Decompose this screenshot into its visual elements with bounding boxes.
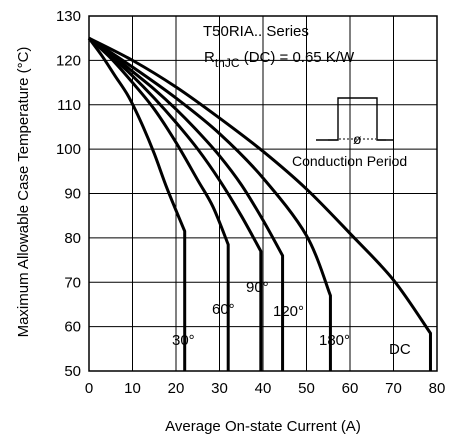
rth-prefix: R [204, 49, 215, 66]
x-tick-label: 0 [85, 380, 93, 397]
y-tick-label: 60 [64, 319, 81, 336]
label-180deg: 180° [319, 332, 350, 349]
series-line-dc [88, 36, 432, 371]
series-line-120deg [88, 36, 285, 371]
x-axis-label: Average On-state Current (A) [165, 418, 361, 435]
label-60deg: 60° [212, 301, 235, 318]
thermal-resistance-note: RthJC (DC) = 0.65 K/W [204, 49, 355, 70]
y-tick-label: 80 [64, 230, 81, 247]
series-line-180deg [88, 36, 332, 371]
conduction-period-label: Conduction Period [292, 153, 407, 169]
x-tick-label: 50 [298, 380, 315, 397]
rth-subscript: thJC [215, 56, 240, 70]
y-tick-label: 100 [56, 141, 81, 158]
y-axis-label: Maximum Allowable Case Temperature (°C) [15, 47, 32, 338]
curve-labels: 30° 60° 90° 120° 180° DC [172, 279, 411, 358]
conduction-period-inset: ø Conduction Period [292, 97, 407, 169]
series-line-90deg [88, 37, 263, 371]
y-tick-label: 120 [56, 52, 81, 69]
grid [89, 16, 437, 371]
y-tick-labels: 50 60 70 80 90 100 110 120 130 [56, 8, 81, 380]
y-tick-label: 50 [64, 363, 81, 380]
x-tick-label: 60 [342, 380, 359, 397]
plot-frame [88, 15, 438, 372]
series-line-30deg [87, 37, 187, 371]
y-tick-label: 130 [56, 8, 81, 25]
x-tick-label: 40 [255, 380, 272, 397]
y-tick-label: 110 [57, 97, 81, 114]
label-120deg: 120° [273, 303, 304, 320]
label-dc: DC [389, 341, 411, 358]
label-90deg: 90° [246, 279, 269, 296]
x-tick-labels: 0 10 20 30 40 50 60 70 80 [85, 380, 446, 397]
x-tick-label: 20 [168, 380, 185, 397]
x-tick-label: 10 [124, 380, 141, 397]
label-30deg: 30° [172, 332, 195, 349]
y-tick-label: 70 [64, 274, 81, 291]
x-tick-label: 70 [385, 380, 402, 397]
x-tick-label: 80 [429, 380, 446, 397]
y-tick-label: 90 [64, 186, 81, 203]
phi-symbol: ø [353, 131, 362, 147]
curves [87, 36, 432, 371]
series-line-60deg [87, 37, 230, 371]
series-title: T50RIA.. Series [203, 23, 309, 40]
x-tick-label: 30 [211, 380, 228, 397]
rth-value: (DC) = 0.65 K/W [240, 49, 355, 66]
